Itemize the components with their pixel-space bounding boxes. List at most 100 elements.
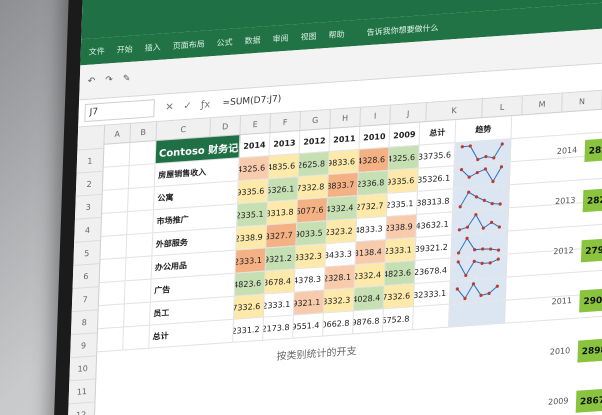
column-header[interactable]: F [270,111,301,133]
row-header[interactable]: 4 [74,217,101,243]
row-header[interactable]: 8 [70,310,98,336]
value-cell[interactable]: ¥ 32323.2 [326,219,358,244]
value-cell[interactable]: ¥ 33138.4 [355,239,387,265]
column-header[interactable]: M [522,93,563,115]
value-cell[interactable]: ¥ 32333.1 [235,248,267,273]
value-cell[interactable]: ¥ 282173.8 [263,315,294,340]
value-cell[interactable]: ¥ 279551.4 [293,313,324,338]
value-cell[interactable]: ¥ 33332.3 [295,244,327,269]
value-cell[interactable]: ¥ 39321.1 [293,290,325,315]
sparkline-cell[interactable] [449,300,506,327]
row-header[interactable]: 3 [74,194,102,220]
value-cell[interactable]: ¥ 32335.1 [387,191,418,216]
sparkline-cell[interactable] [454,139,512,166]
sparkline-cell[interactable] [453,162,511,189]
ribbon-tab[interactable]: 公式 [216,37,233,48]
cell[interactable] [123,325,150,350]
value-cell[interactable]: ¥ 32332.4 [354,263,386,288]
value-cell[interactable]: ¥ 32338.9 [236,225,268,250]
value-cell[interactable]: ¥ 34332.4 [327,195,358,221]
value-cell[interactable]: ¥ 33433.3 [325,242,357,267]
row-header[interactable]: 7 [71,287,99,313]
row-header[interactable]: 6 [72,264,100,290]
row-header[interactable]: 5 [73,241,101,266]
cell[interactable] [126,233,154,258]
column-header[interactable]: J [390,103,427,124]
sparkline-cell[interactable] [453,185,510,212]
sparkline-cell[interactable] [452,208,509,235]
row-header[interactable]: 11 [68,379,96,405]
cell[interactable] [124,279,152,304]
ribbon-tab[interactable]: 插入 [144,42,161,53]
total-cell[interactable]: ¥ 32333.1 [413,281,451,307]
total-header[interactable]: 总计 [419,120,457,145]
year-header[interactable]: 2011 [329,126,361,151]
value-cell[interactable]: ¥ 37332.8 [297,174,329,200]
cell[interactable] [129,141,157,165]
cell[interactable] [128,164,156,189]
cell[interactable] [97,327,125,352]
value-cell[interactable]: ¥ 74325.6 [238,156,270,181]
year-header[interactable]: 2012 [299,128,331,154]
value-cell[interactable]: ¥ 23678.4 [264,269,296,294]
value-cell[interactable]: ¥ 39833.6 [328,149,360,174]
value-cell[interactable]: ¥ 35326.1 [267,177,299,202]
cell[interactable] [127,210,155,235]
sparkline-cell[interactable] [451,231,509,258]
value-cell[interactable]: ¥ 39335.6 [387,168,419,193]
ribbon-tab[interactable]: 视图 [300,31,317,42]
value-cell[interactable]: ¥ 33332.3 [323,288,355,313]
value-cell[interactable]: ¥ 32333.1 [263,292,295,317]
column-header[interactable]: D [210,116,242,137]
enter-icon[interactable]: ✓ [183,100,192,112]
sparkline-cell[interactable] [450,254,508,281]
sparkline-cell[interactable] [449,277,507,304]
ribbon-tab[interactable]: 开始 [116,44,133,55]
cell[interactable] [100,235,128,260]
row-header[interactable]: 2 [75,171,103,197]
cell[interactable] [98,281,126,306]
row-header[interactable]: 9 [70,333,97,359]
cell[interactable] [125,256,153,281]
value-cell[interactable]: ¥ 34823.6 [384,260,416,286]
row-header[interactable]: 10 [69,356,97,382]
cell[interactable] [101,212,129,236]
ribbon-tab[interactable]: 审阅 [272,33,289,44]
value-cell[interactable]: ¥ 290662.8 [323,311,354,336]
formula-input[interactable]: =SUM(D7:J7) [222,94,282,109]
value-cell[interactable]: ¥ 33327.7 [266,223,298,248]
column-header[interactable]: G [300,109,331,130]
value-cell[interactable]: ¥ 34823.6 [234,271,266,296]
ribbon-tab[interactable]: 文件 [88,46,105,57]
value-cell[interactable]: ¥ 286752.8 [383,307,414,332]
value-cell[interactable]: ¥ 37332.6 [383,284,415,309]
year-header[interactable]: 2013 [269,130,301,156]
year-header[interactable]: 2009 [389,122,421,147]
total-cell[interactable]: ¥ 39321.2 [415,235,453,260]
row-header[interactable]: 1 [76,148,104,174]
row-header[interactable]: 12 [67,402,95,415]
value-cell[interactable]: ¥ 39321.2 [265,246,297,271]
name-box[interactable]: J7 [84,99,155,123]
total-cell[interactable] [413,304,450,330]
cell[interactable] [124,302,151,327]
value-cell[interactable]: ¥ 36077.6 [297,198,328,223]
value-cell[interactable]: ¥ 34328.6 [358,147,390,172]
value-cell[interactable]: ¥ 32625.8 [298,151,330,177]
cancel-icon[interactable]: ✕ [165,101,174,113]
year-header[interactable]: 2010 [359,124,391,149]
value-cell[interactable]: ¥ 282331.2 [233,317,264,342]
value-cell[interactable]: ¥ 32336.8 [357,170,389,195]
total-cell[interactable]: ¥ 43632.1 [416,212,454,237]
value-cell[interactable]: ¥ 39335.6 [237,179,269,204]
cell[interactable] [102,165,130,190]
value-cell[interactable]: ¥ 39033.5 [296,221,328,246]
cell[interactable] [99,258,127,283]
value-cell[interactable]: ¥ 32338.9 [386,214,418,239]
total-cell[interactable]: ¥ 23678.4 [414,258,452,284]
value-cell[interactable]: ¥ 32732.7 [357,193,388,219]
year-header[interactable]: 2014 [239,133,271,158]
tell-me-box[interactable]: 告诉我你想要做什么 [366,22,439,37]
value-cell[interactable]: ¥ 289876.8 [353,309,384,334]
